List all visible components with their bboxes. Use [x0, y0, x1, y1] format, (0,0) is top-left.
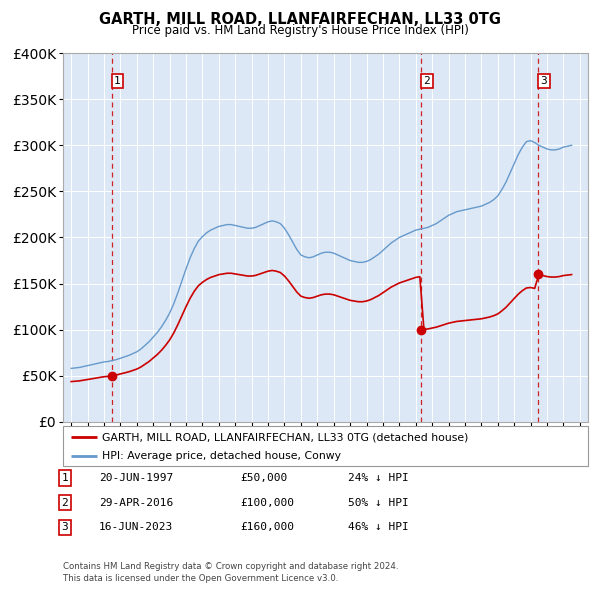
Text: 46% ↓ HPI: 46% ↓ HPI — [348, 523, 409, 532]
Text: 50% ↓ HPI: 50% ↓ HPI — [348, 498, 409, 507]
Text: GARTH, MILL ROAD, LLANFAIRFECHAN, LL33 0TG (detached house): GARTH, MILL ROAD, LLANFAIRFECHAN, LL33 0… — [103, 432, 469, 442]
Text: 1: 1 — [61, 473, 68, 483]
Text: 24% ↓ HPI: 24% ↓ HPI — [348, 473, 409, 483]
Text: 3: 3 — [61, 523, 68, 532]
Text: GARTH, MILL ROAD, LLANFAIRFECHAN, LL33 0TG: GARTH, MILL ROAD, LLANFAIRFECHAN, LL33 0… — [99, 12, 501, 27]
Text: 3: 3 — [541, 76, 547, 86]
Text: 2: 2 — [61, 498, 68, 507]
Text: HPI: Average price, detached house, Conwy: HPI: Average price, detached house, Conw… — [103, 451, 341, 461]
Text: 1: 1 — [114, 76, 121, 86]
Text: 16-JUN-2023: 16-JUN-2023 — [99, 523, 173, 532]
FancyBboxPatch shape — [63, 426, 588, 466]
Text: £50,000: £50,000 — [240, 473, 287, 483]
Text: Price paid vs. HM Land Registry's House Price Index (HPI): Price paid vs. HM Land Registry's House … — [131, 24, 469, 37]
Text: £100,000: £100,000 — [240, 498, 294, 507]
Text: 20-JUN-1997: 20-JUN-1997 — [99, 473, 173, 483]
Text: 29-APR-2016: 29-APR-2016 — [99, 498, 173, 507]
Text: £160,000: £160,000 — [240, 523, 294, 532]
Text: Contains HM Land Registry data © Crown copyright and database right 2024.
This d: Contains HM Land Registry data © Crown c… — [63, 562, 398, 583]
Text: 2: 2 — [424, 76, 430, 86]
